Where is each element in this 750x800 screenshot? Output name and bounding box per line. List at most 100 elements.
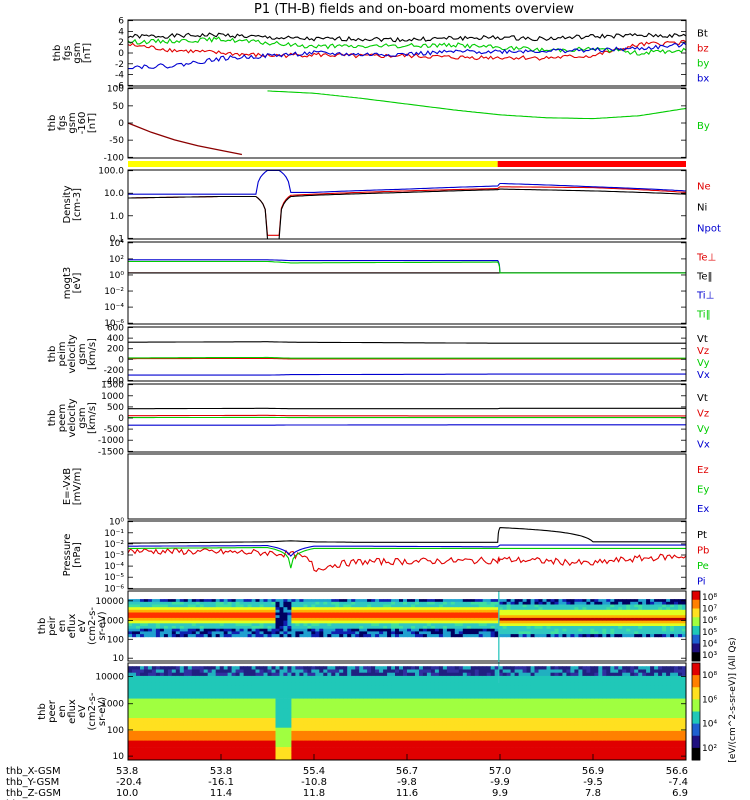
heatmap-cell [570,609,575,613]
heatmap-cell [610,607,615,611]
heatmap-cell [159,705,165,709]
heatmap-cell [271,734,276,738]
heatmap-cell [163,675,169,680]
heatmap-cell [411,628,416,632]
heatmap-cell [355,753,360,758]
heatmap-cell [347,705,352,709]
heatmap-cell [582,631,587,635]
heatmap-cell [311,740,316,745]
heatmap-cell [140,734,145,738]
heatmap-cell [215,612,221,616]
heatmap-cell [299,695,304,699]
heatmap-cell [163,623,169,627]
heatmap-cell [295,672,300,677]
heatmap-cell [187,714,193,719]
heatmap-cell [351,601,356,605]
heatmap-cell [610,604,615,608]
heatmap-cell [430,727,436,732]
heatmap-cell [143,756,149,761]
heatmap-cell [359,695,364,699]
heatmap-cell [562,634,567,638]
heatmap-cell [419,756,424,761]
heatmap-cell [375,701,380,706]
heatmap-cell [466,737,472,741]
heatmap-cell [136,721,141,725]
heatmap-cell [514,623,519,627]
heatmap-cell [379,623,384,627]
heatmap-cell [243,718,248,722]
heatmap-cell [446,666,452,670]
heatmap-cell [179,672,185,677]
heatmap-cell [375,620,380,624]
heatmap-cell [199,688,205,693]
heatmap-cell [586,612,591,616]
y-axis-label: thb peim velocity gsm [km/s] [47,334,98,373]
heatmap-cell [383,679,388,683]
heatmap-cell [502,615,508,619]
heatmap-cell [359,601,364,605]
heatmap-cell [255,740,260,745]
heatmap-cell [458,599,464,603]
heatmap-cell [303,705,308,709]
heatmap-cell [215,634,221,638]
heatmap-cell [271,737,276,741]
heatmap-cell [582,615,587,619]
heatmap-cell [267,692,272,696]
heatmap-cell [187,604,193,608]
heatmap-cell [646,599,651,603]
heatmap-cell [227,682,232,686]
heatmap-cell [275,708,280,712]
heatmap-cell [171,714,177,719]
legend-entry-Vt: Vt [697,334,708,345]
heatmap-cell [590,609,595,613]
heatmap-cell [283,634,288,638]
heatmap-cell [219,708,225,712]
heatmap-cell [128,620,133,624]
heatmap-cell [199,721,205,725]
heatmap-cell [163,705,169,709]
heatmap-cell [183,672,189,677]
heatmap-cell [590,634,595,638]
y-tick-label: 2 [118,38,124,48]
heatmap-cell [498,718,504,722]
heatmap-cell [570,628,575,632]
heatmap-cell [175,730,181,735]
heatmap-cell [367,727,372,732]
heatmap-cell [474,737,480,741]
heatmap-cell [275,609,280,613]
heatmap-cell [419,705,424,709]
heatmap-cell [395,626,400,630]
heatmap-cell [219,607,225,611]
heatmap-cell [674,620,679,624]
heatmap-cell [143,601,149,605]
heatmap-cell [375,756,380,761]
heatmap-cell [454,698,460,703]
heatmap-cell [446,669,452,674]
heatmap-cell [383,666,388,670]
heatmap-cell [399,682,404,686]
heatmap-cell [271,724,276,728]
heatmap-cell [291,631,296,635]
heatmap-cell [502,604,508,608]
heatmap-cell [482,705,488,709]
heatmap-cell [379,740,384,745]
heatmap-cell [247,604,252,608]
heatmap-cell [191,737,197,741]
heatmap-cell [634,626,639,630]
series-line-bx [127,42,687,70]
heatmap-cell [407,607,412,611]
heatmap-cell [203,634,209,638]
heatmap-cell [554,620,559,624]
heatmap-cell [666,615,671,619]
heatmap-cell [614,628,619,632]
heatmap-cell [347,672,352,677]
heatmap-cell [132,708,137,712]
heatmap-cell [379,730,384,735]
heatmap-cell [582,612,587,616]
heatmap-cell [175,682,181,686]
heatmap-cell [383,750,388,754]
heatmap-cell [155,750,161,754]
heatmap-cell [379,721,384,725]
